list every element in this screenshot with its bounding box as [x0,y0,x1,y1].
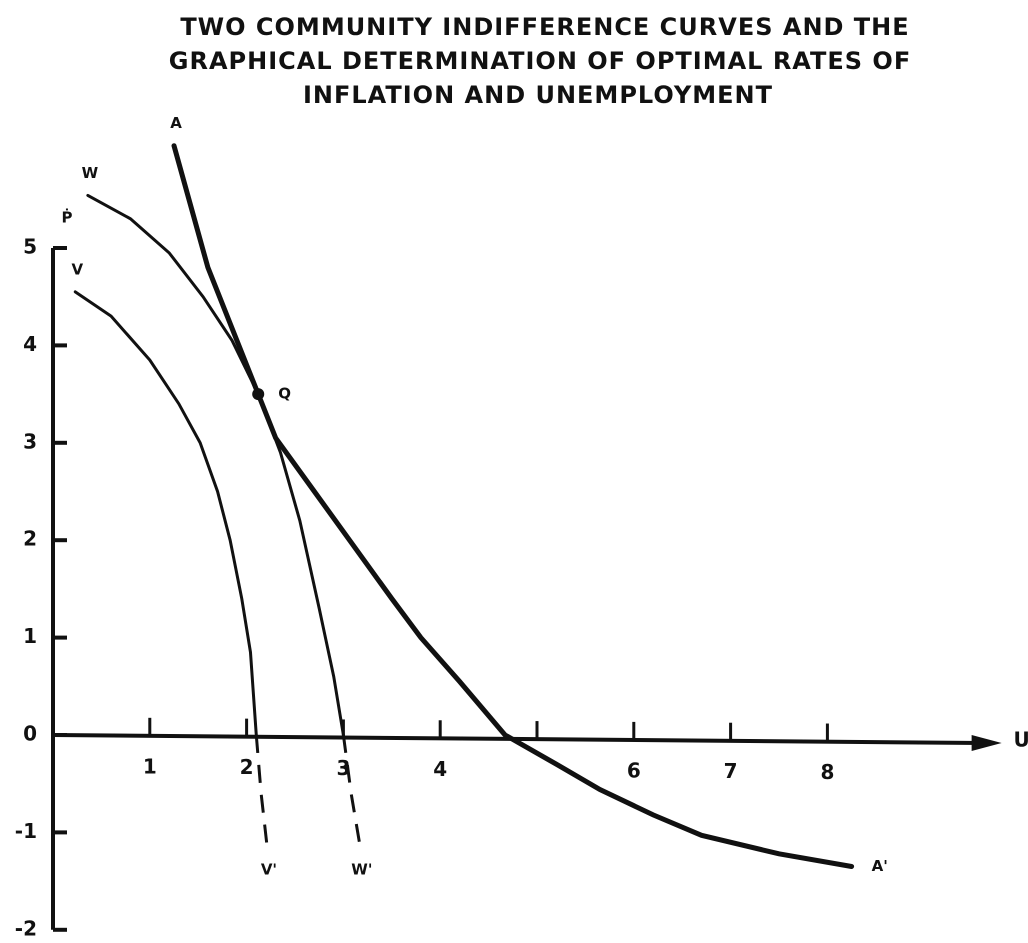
x-tick-label: 4 [433,757,447,781]
title-line: INFLATION AND UNEMPLOYMENT [303,81,773,109]
x-tick-label: 2 [240,755,254,779]
curve [73,290,258,737]
x-tick-label: 6 [627,758,641,782]
x-tick-label: 7 [724,759,738,783]
y-tick-label: 0 [23,722,37,746]
curve-label: V [71,260,83,278]
x-axis-arrow [971,735,1002,751]
x-tick-label: 1 [143,754,157,778]
x-axis [52,733,982,745]
curve-end-label: A' [872,857,888,875]
curve-extension [254,734,269,846]
x-axis-label: U [1014,728,1028,752]
title-line: TWO COMMUNITY INDIFFERENCE CURVES AND TH… [180,13,909,41]
y-tick-label: 2 [23,527,37,551]
curve-end-label: W' [351,861,372,879]
curve [171,143,855,869]
point [252,388,265,401]
x-tick-label: 3 [336,756,350,780]
y-tick-label: -1 [15,819,37,843]
y-tick-label: 5 [23,235,37,259]
x-tick-label: 8 [820,760,834,784]
curve-end-label: V' [261,861,277,879]
y-axis-label: Ṗ [62,208,73,227]
curve-extension [341,734,362,846]
curve-label: A [170,114,182,132]
y-tick-label: 3 [23,429,37,453]
point-label: Q [278,385,291,403]
y-tick-label: 4 [23,332,37,356]
y-tick-label: -2 [15,916,37,940]
curve [86,193,345,737]
title-line: GRAPHICAL DETERMINATION OF OPTIMAL RATES… [169,47,911,75]
curve-label: W [82,164,99,182]
title: TWO COMMUNITY INDIFFERENCE CURVES AND TH… [169,13,911,109]
y-tick-label: 1 [23,624,37,648]
